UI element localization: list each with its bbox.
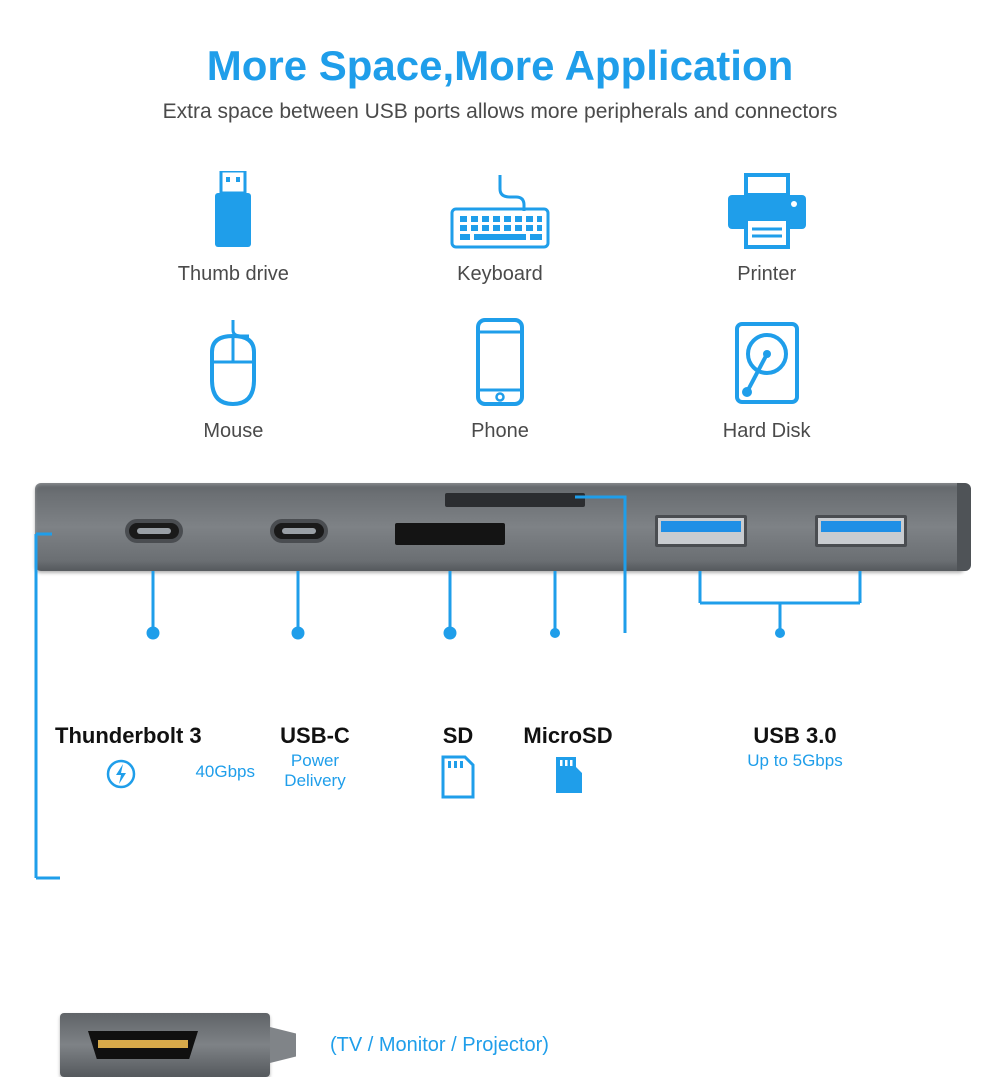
keyboard-icon <box>407 169 594 249</box>
page-title: More Space,More Application <box>0 42 1000 90</box>
hub-edge <box>957 483 971 571</box>
hdmi-label: (TV / Monitor / Projector) <box>330 1034 549 1057</box>
peripheral-hard-disk: Hard Disk <box>673 326 860 443</box>
peripheral-keyboard: Keyboard <box>407 169 594 286</box>
page-subtitle: Extra space between USB ports allows mor… <box>0 100 1000 124</box>
label-title: MicroSD <box>513 723 623 749</box>
peripheral-thumb-drive: Thumb drive <box>140 169 327 286</box>
port-usbc <box>270 519 328 543</box>
label-title: Thunderbolt 3 <box>55 723 255 749</box>
label-sub: Power Delivery <box>255 751 375 791</box>
peripheral-label: Keyboard <box>407 263 594 286</box>
hard-disk-icon <box>673 326 860 406</box>
thunderbolt-icon <box>106 759 136 789</box>
label-usbc: USB-C Power Delivery <box>255 723 375 791</box>
microsd-top-slot <box>445 493 585 507</box>
sd-card-icon <box>439 755 477 799</box>
port-usb3-a <box>655 515 747 547</box>
hdmi-port <box>88 1031 198 1059</box>
port-usb3-b <box>815 515 907 547</box>
label-usb3: USB 3.0 Up to 5Gbps <box>715 723 875 771</box>
label-title: SD <box>423 723 493 749</box>
label-microsd: MicroSD <box>513 723 623 795</box>
peripheral-label: Mouse <box>140 420 327 443</box>
hub-device <box>35 483 965 571</box>
mouse-icon <box>140 326 327 406</box>
label-sd: SD <box>423 723 493 799</box>
microsd-icon <box>552 755 584 795</box>
peripheral-mouse: Mouse <box>140 326 327 443</box>
label-sub: Up to 5Gbps <box>715 751 875 771</box>
hdmi-connector <box>60 1013 270 1077</box>
peripheral-grid: Thumb drive Keyboard <box>140 169 860 443</box>
peripheral-printer: Printer <box>673 169 860 286</box>
peripheral-label: Printer <box>673 263 860 286</box>
peripheral-label: Thumb drive <box>140 263 327 286</box>
port-sd <box>395 523 505 545</box>
label-title: USB-C <box>255 723 375 749</box>
port-thunderbolt <box>125 519 183 543</box>
label-title: USB 3.0 <box>715 723 875 749</box>
peripheral-label: Hard Disk <box>673 420 860 443</box>
peripheral-phone: Phone <box>407 326 594 443</box>
printer-icon <box>673 169 860 249</box>
label-thunderbolt: Thunderbolt 3 40Gbps <box>55 723 255 789</box>
port-labels: Thunderbolt 3 40Gbps USB-C Power Deliver… <box>35 723 965 863</box>
usb-drive-icon <box>140 169 327 249</box>
label-sub: 40Gbps <box>195 762 255 782</box>
peripheral-label: Phone <box>407 420 594 443</box>
phone-icon <box>407 326 594 406</box>
